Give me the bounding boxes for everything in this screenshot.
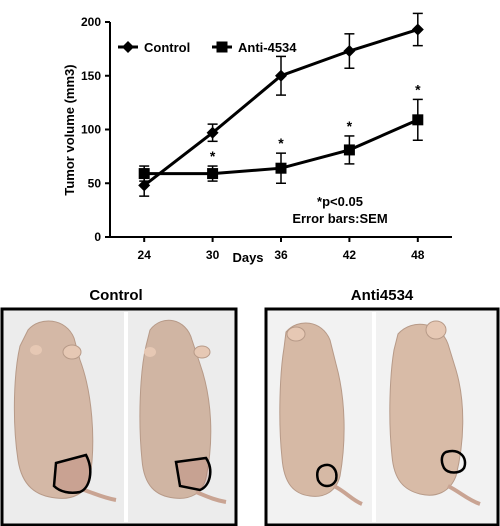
legend: Control Anti-4534 [118, 40, 297, 55]
series-layer: * * * * [138, 12, 424, 197]
treated-tumor-outline-1 [315, 463, 338, 488]
control-tumor-outline-2 [174, 456, 212, 492]
y-axis-ticks: 0 50 100 150 200 [81, 15, 110, 244]
treated-photo-panel [264, 307, 500, 526]
y-tick-label: 100 [81, 123, 101, 137]
x-axis-label: Days [232, 250, 263, 265]
x-axis-ticks: 24 30 36 42 48 [138, 237, 425, 262]
data-point [206, 126, 219, 139]
data-point [412, 114, 424, 126]
x-tick-label: 24 [138, 248, 152, 262]
control-panel-label: Control [89, 287, 142, 304]
control-tumor-outline-1 [52, 453, 92, 494]
data-point [343, 45, 356, 58]
data-point [275, 69, 287, 82]
tumor-volume-chart: 0 50 100 150 200 24 30 36 42 48 Tumor volume (mm… [62, 12, 452, 265]
treated-mouse-1 [279, 322, 363, 506]
y-tick-label: 150 [81, 69, 101, 83]
control-mouse-1 [13, 320, 117, 502]
significance-markers: * * * * [210, 81, 421, 164]
x-tick-label: 42 [343, 248, 357, 262]
data-point [343, 144, 355, 156]
data-point [275, 162, 287, 174]
legend-marker [122, 41, 134, 53]
y-axis-label: Tumor volume (mm3) [62, 64, 77, 195]
legend-label: Control [144, 40, 190, 55]
significance-asterisk: * [415, 81, 421, 97]
control-mouse-2 [139, 319, 227, 504]
legend-marker [216, 41, 228, 53]
series-0 [138, 12, 424, 197]
series-1 [138, 98, 424, 184]
x-tick-label: 48 [411, 248, 425, 262]
data-point [138, 168, 150, 180]
significance-asterisk: * [347, 118, 353, 134]
y-tick-label: 0 [94, 230, 101, 244]
data-point [411, 23, 424, 36]
x-tick-label: 36 [274, 248, 288, 262]
control-photo-panel [0, 307, 238, 526]
x-tick-label: 30 [206, 248, 220, 262]
data-point [207, 168, 219, 180]
data-point [138, 179, 151, 192]
treated-tumor-outline-2 [440, 449, 467, 474]
treated-panel-label: Anti4534 [351, 287, 414, 304]
annotation-error-bars: Error bars:SEM [292, 211, 387, 226]
significance-asterisk: * [278, 135, 284, 151]
annotation-pvalue: *p<0.05 [317, 194, 363, 209]
treated-mouse-2 [389, 320, 481, 506]
significance-asterisk: * [210, 148, 216, 164]
y-tick-label: 200 [81, 15, 101, 29]
legend-label: Anti-4534 [238, 40, 297, 55]
y-tick-label: 50 [88, 176, 102, 190]
